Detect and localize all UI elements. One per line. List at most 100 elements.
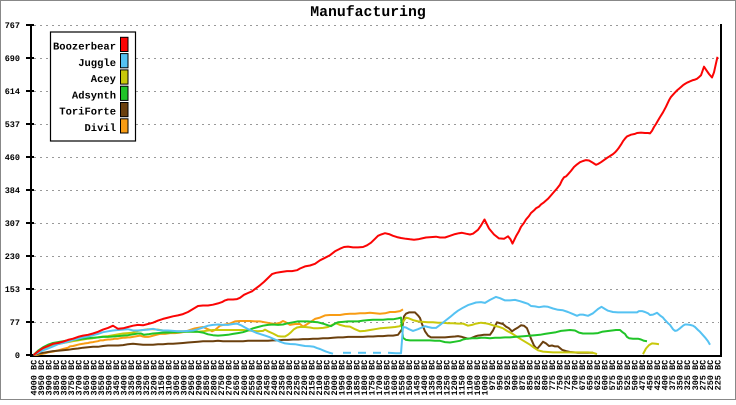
svg-text:800 BC: 800 BC [540,360,550,391]
svg-text:3600 BC: 3600 BC [89,360,99,396]
svg-text:1950 BC: 1950 BC [338,360,348,396]
svg-text:550 BC: 550 BC [616,360,626,391]
svg-text:460: 460 [5,153,20,163]
svg-text:600 BC: 600 BC [601,360,611,391]
svg-text:1650 BC: 1650 BC [383,360,393,396]
svg-text:2000 BC: 2000 BC [330,360,340,396]
svg-text:250 BC: 250 BC [706,360,716,391]
svg-text:690: 690 [5,54,20,64]
svg-text:2050 BC: 2050 BC [322,360,332,396]
svg-text:925 BC: 925 BC [503,360,513,391]
svg-text:3550 BC: 3550 BC [97,360,107,396]
svg-text:950 BC: 950 BC [495,360,505,391]
svg-text:2700 BC: 2700 BC [225,360,235,396]
svg-text:Manufacturing: Manufacturing [310,5,426,21]
svg-text:2900 BC: 2900 BC [195,360,205,396]
svg-text:537: 537 [5,120,20,130]
svg-text:1600 BC: 1600 BC [390,360,400,396]
svg-text:275 BC: 275 BC [698,360,708,391]
svg-text:0: 0 [15,351,20,361]
svg-text:725 BC: 725 BC [563,360,573,391]
svg-text:2800 BC: 2800 BC [210,360,220,396]
svg-text:1350 BC: 1350 BC [428,360,438,396]
svg-text:750 BC: 750 BC [556,360,566,391]
svg-text:153: 153 [5,285,20,295]
svg-text:3450 BC: 3450 BC [112,360,122,396]
svg-text:1500 BC: 1500 BC [405,360,415,396]
svg-text:2250 BC: 2250 BC [292,360,302,396]
svg-text:1000 BC: 1000 BC [480,360,490,396]
svg-text:3150 BC: 3150 BC [157,360,167,396]
svg-text:2950 BC: 2950 BC [187,360,197,396]
svg-text:3700 BC: 3700 BC [74,360,84,396]
svg-text:325 BC: 325 BC [683,360,693,391]
svg-text:1750 BC: 1750 BC [368,360,378,396]
svg-text:850 BC: 850 BC [525,360,535,391]
svg-text:614: 614 [5,87,20,97]
svg-text:500 BC: 500 BC [631,360,641,391]
svg-text:2400 BC: 2400 BC [270,360,280,396]
svg-text:Divil: Divil [84,123,116,135]
svg-text:767: 767 [5,21,20,31]
svg-text:3750 BC: 3750 BC [67,360,77,396]
svg-text:350 BC: 350 BC [676,360,686,391]
svg-text:700 BC: 700 BC [571,360,581,391]
svg-text:1200 BC: 1200 BC [450,360,460,396]
svg-text:1450 BC: 1450 BC [413,360,423,396]
svg-text:625 BC: 625 BC [593,360,603,391]
svg-text:2100 BC: 2100 BC [315,360,325,396]
svg-text:2450 BC: 2450 BC [262,360,272,396]
svg-text:1250 BC: 1250 BC [443,360,453,396]
svg-text:Juggle: Juggle [78,58,116,70]
svg-text:225 BC: 225 BC [713,360,723,391]
svg-text:775 BC: 775 BC [548,360,558,391]
svg-text:Boozerbear: Boozerbear [53,42,116,54]
svg-text:475 BC: 475 BC [638,360,648,391]
svg-text:825 BC: 825 BC [533,360,543,391]
svg-text:3100 BC: 3100 BC [165,360,175,396]
svg-text:2300 BC: 2300 BC [285,360,295,396]
svg-text:4000 BC: 4000 BC [29,360,39,396]
svg-text:Acey: Acey [91,74,117,86]
svg-text:525 BC: 525 BC [623,360,633,391]
svg-text:675 BC: 675 BC [578,360,588,391]
svg-text:400 BC: 400 BC [661,360,671,391]
svg-text:1050 BC: 1050 BC [473,360,483,396]
svg-text:2200 BC: 2200 BC [300,360,310,396]
svg-text:307: 307 [5,219,20,229]
svg-text:1850 BC: 1850 BC [353,360,363,396]
svg-text:425 BC: 425 BC [653,360,663,391]
svg-text:1100 BC: 1100 BC [465,360,475,396]
svg-text:1900 BC: 1900 BC [345,360,355,396]
svg-text:ToriForte: ToriForte [59,107,116,119]
svg-text:2750 BC: 2750 BC [217,360,227,396]
svg-text:2550 BC: 2550 BC [247,360,257,396]
svg-text:3800 BC: 3800 BC [59,360,69,396]
svg-text:375 BC: 375 BC [668,360,678,391]
svg-text:1150 BC: 1150 BC [458,360,468,396]
svg-text:2600 BC: 2600 BC [240,360,250,396]
svg-text:575 BC: 575 BC [608,360,618,391]
svg-text:3950 BC: 3950 BC [37,360,47,396]
svg-text:1800 BC: 1800 BC [360,360,370,396]
svg-text:3850 BC: 3850 BC [52,360,62,396]
svg-text:2150 BC: 2150 BC [307,360,317,396]
svg-text:230: 230 [5,252,20,262]
svg-text:300 BC: 300 BC [691,360,701,391]
svg-text:3050 BC: 3050 BC [172,360,182,396]
svg-text:1550 BC: 1550 BC [398,360,408,396]
svg-text:450 BC: 450 BC [646,360,656,391]
svg-text:384: 384 [5,186,20,196]
svg-text:2650 BC: 2650 BC [232,360,242,396]
svg-text:77: 77 [10,318,20,328]
svg-text:3500 BC: 3500 BC [105,360,115,396]
svg-text:3300 BC: 3300 BC [135,360,145,396]
svg-text:Adsynth: Adsynth [72,90,116,102]
svg-text:900 BC: 900 BC [510,360,520,391]
svg-text:3350 BC: 3350 BC [127,360,137,396]
svg-text:3000 BC: 3000 BC [180,360,190,396]
svg-text:2500 BC: 2500 BC [255,360,265,396]
svg-text:1400 BC: 1400 BC [420,360,430,396]
svg-text:1300 BC: 1300 BC [435,360,445,396]
svg-text:2850 BC: 2850 BC [202,360,212,396]
